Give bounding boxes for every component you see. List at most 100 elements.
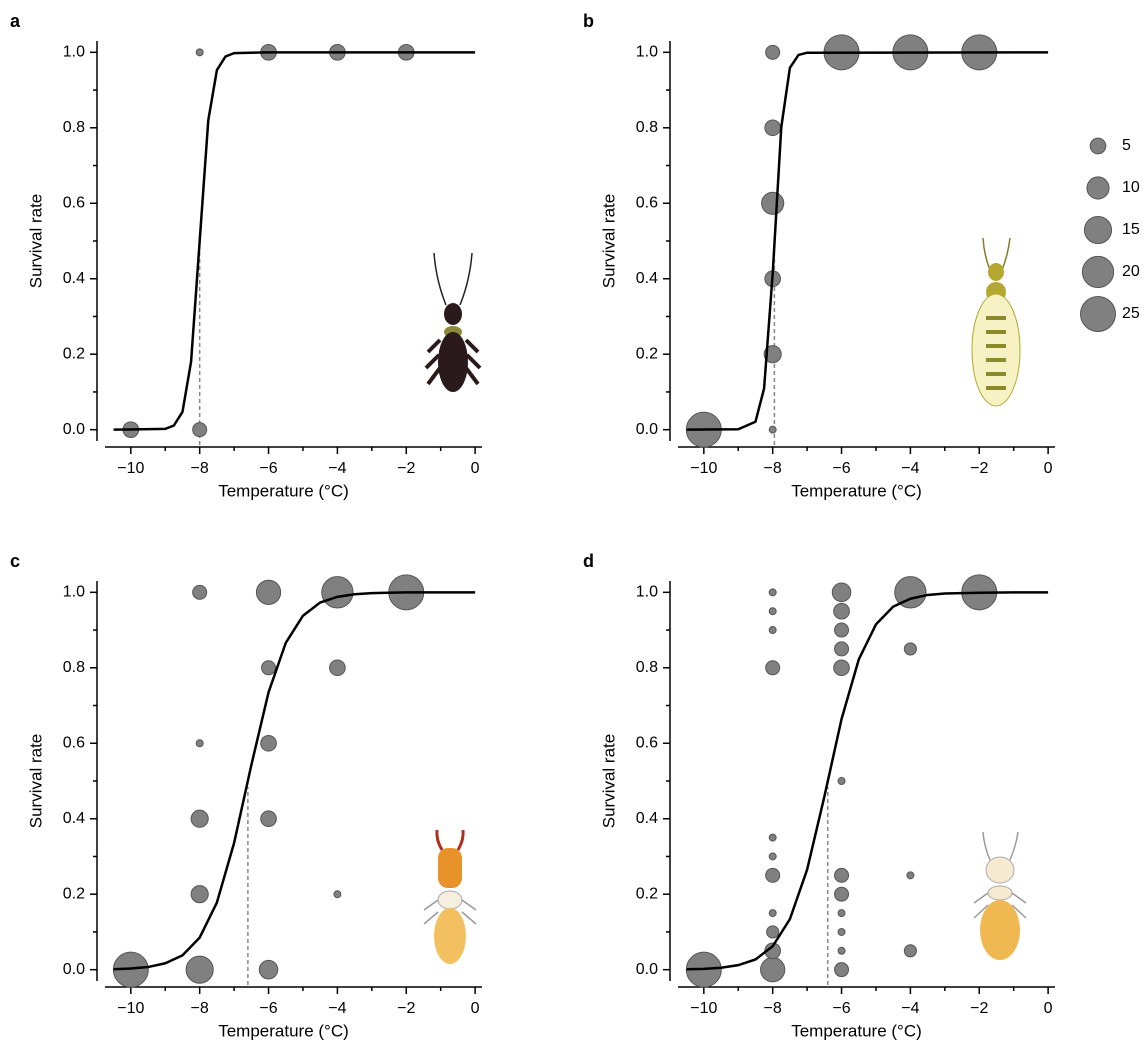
x-tick-label: −2: [970, 460, 988, 477]
bubble: [837, 909, 846, 918]
panel: [685, 574, 1049, 988]
bubble: [768, 588, 777, 597]
panel-label: d: [583, 551, 594, 571]
bubble: [261, 660, 277, 676]
legend-bubble: [1081, 255, 1115, 289]
y-tick-label: 0.6: [636, 194, 658, 211]
x-tick-label: −4: [901, 460, 919, 477]
x-axis-label: Temperature (°C): [791, 1021, 922, 1040]
bubble: [831, 582, 852, 603]
x-tick-label: 0: [1044, 460, 1053, 477]
legend-label: 25: [1122, 305, 1140, 322]
bubble: [760, 957, 786, 983]
legend-label: 5: [1122, 137, 1131, 154]
panel: [685, 34, 1049, 448]
x-tick-label: −10: [690, 1000, 717, 1017]
y-tick-label: 0.6: [63, 194, 85, 211]
bubble: [765, 660, 781, 676]
y-tick-label: 0.0: [63, 421, 85, 438]
x-tick-label: −10: [117, 1000, 144, 1017]
y-tick-label: 0.2: [63, 885, 85, 902]
panel-label: b: [583, 11, 594, 31]
insect-b: [971, 237, 1021, 407]
x-tick-label: −2: [970, 1000, 988, 1017]
x-tick-label: −6: [259, 1000, 277, 1017]
bubble: [765, 867, 781, 883]
x-axis-label: Temperature (°C): [218, 1021, 349, 1040]
bubble: [190, 885, 209, 904]
bubble: [764, 119, 782, 137]
y-tick-label: 0.4: [636, 270, 658, 287]
x-tick-label: −10: [117, 460, 144, 477]
y-tick-label: 0.2: [636, 885, 658, 902]
bubble: [834, 962, 850, 978]
y-axis-label: Survival rate: [599, 194, 618, 288]
x-tick-label: 0: [471, 1000, 480, 1017]
x-tick-label: −4: [328, 1000, 346, 1017]
bubble: [192, 422, 208, 438]
x-tick-label: 0: [1044, 1000, 1053, 1017]
bubble: [258, 959, 279, 980]
legend-label: 20: [1122, 263, 1140, 280]
bubble: [834, 867, 850, 883]
legend-bubble: [1086, 176, 1110, 200]
bubble: [333, 890, 342, 899]
bubble: [768, 852, 777, 861]
bubble: [834, 622, 850, 638]
bubble: [768, 626, 777, 635]
bubble: [833, 659, 850, 677]
y-tick-label: 0.8: [63, 119, 85, 136]
panel-label: a: [10, 11, 21, 31]
bubble: [195, 739, 204, 748]
bubble: [833, 602, 850, 620]
fitted-curve: [686, 51, 1049, 431]
bubble: [837, 927, 846, 936]
x-tick-label: −6: [832, 460, 850, 477]
bubble: [185, 955, 214, 984]
panel: [113, 43, 476, 445]
y-tick-label: 0.6: [636, 734, 658, 751]
bubble: [768, 607, 777, 616]
y-axis-label: Survival rate: [599, 734, 618, 828]
insect-c: [423, 829, 477, 964]
x-tick-label: −4: [901, 1000, 919, 1017]
x-tick-label: −6: [259, 460, 277, 477]
bubble: [834, 886, 850, 902]
bubble: [761, 191, 785, 215]
y-tick-label: 0.2: [63, 345, 85, 362]
y-tick-label: 0.8: [636, 659, 658, 676]
y-tick-label: 0.8: [63, 659, 85, 676]
y-axis-label: Survival rate: [26, 194, 45, 288]
panel: [112, 574, 476, 988]
insect-d: [973, 831, 1027, 960]
bubble: [768, 425, 777, 434]
bubble: [255, 579, 282, 605]
x-axis-label: Temperature (°C): [218, 481, 349, 500]
y-tick-label: 0.0: [636, 961, 658, 978]
legend-bubble: [1083, 215, 1113, 245]
bubble: [192, 584, 208, 600]
bubble: [765, 44, 781, 60]
bubble: [260, 734, 277, 752]
fitted-curve: [113, 591, 476, 971]
y-tick-label: 1.0: [636, 584, 658, 601]
bubble: [834, 641, 850, 657]
bubble: [837, 777, 846, 785]
bubble: [768, 833, 777, 842]
legend-label: 10: [1122, 179, 1140, 196]
y-tick-label: 0.6: [63, 734, 85, 751]
bubble: [195, 48, 204, 57]
bubble: [766, 925, 780, 939]
y-tick-label: 1.0: [636, 44, 658, 61]
fitted-curve: [113, 51, 476, 431]
y-tick-label: 1.0: [63, 44, 85, 61]
x-tick-label: −2: [397, 1000, 415, 1017]
x-tick-label: −2: [397, 460, 415, 477]
x-tick-label: 0: [471, 460, 480, 477]
legend-label: 15: [1122, 221, 1140, 238]
x-tick-label: −8: [764, 460, 782, 477]
bubble: [903, 642, 917, 656]
bubble: [768, 909, 777, 918]
bubble: [260, 810, 277, 828]
